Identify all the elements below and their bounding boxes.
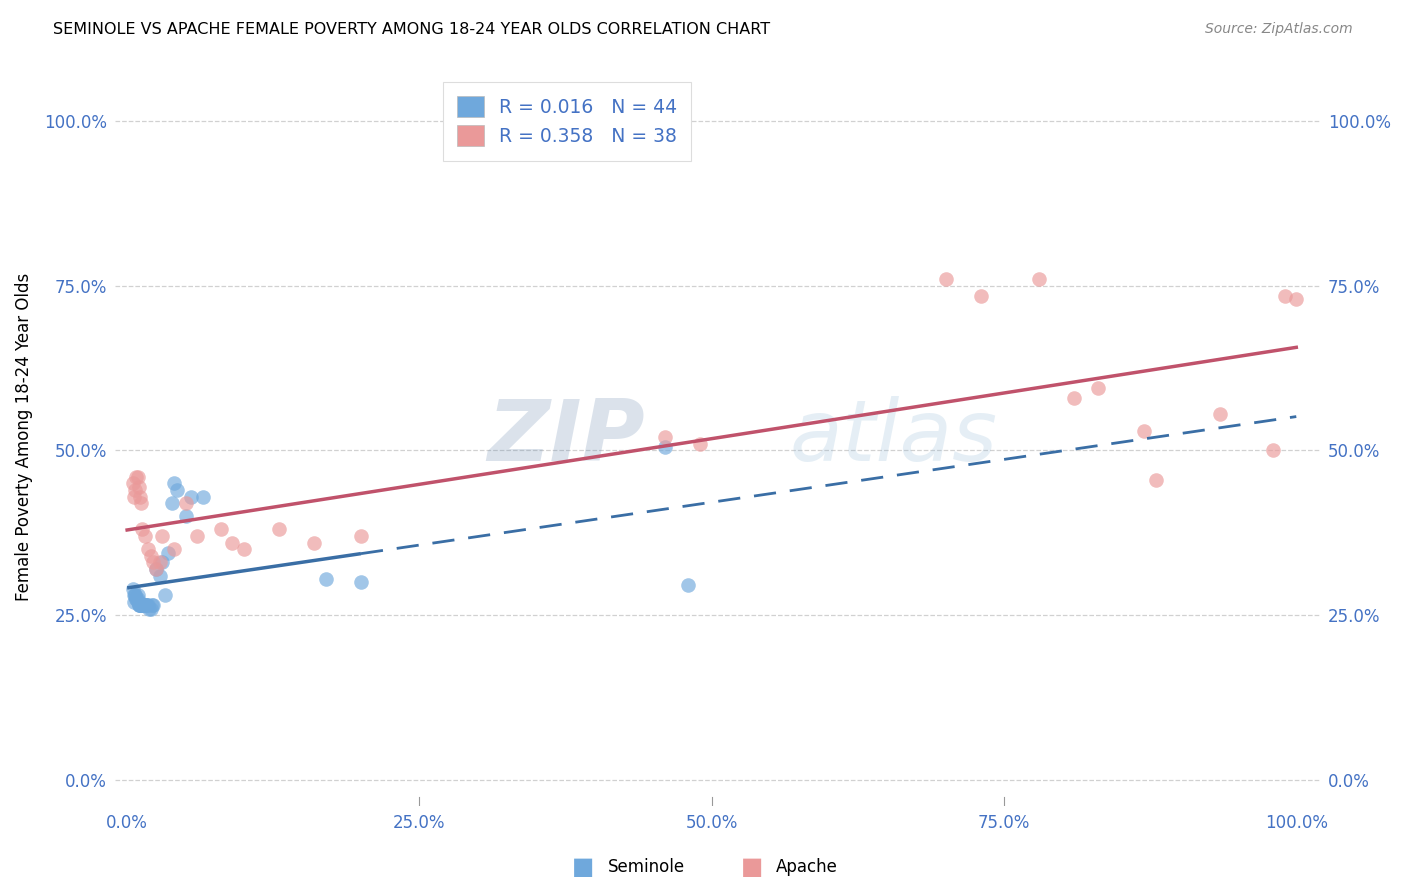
Point — [128, 595, 150, 609]
Point — [302, 535, 325, 549]
Point — [135, 598, 157, 612]
Text: Apache: Apache — [776, 858, 838, 876]
Point — [149, 556, 172, 570]
Point — [125, 591, 148, 606]
Point — [129, 598, 152, 612]
Y-axis label: Female Poverty Among 18-24 Year Olds: Female Poverty Among 18-24 Year Olds — [15, 273, 32, 601]
Point — [128, 480, 150, 494]
Text: ■: ■ — [741, 855, 763, 879]
Point — [157, 545, 180, 559]
Point — [269, 523, 291, 537]
Point — [124, 483, 146, 497]
Point — [163, 476, 186, 491]
Point — [163, 542, 186, 557]
Point — [124, 588, 146, 602]
Point — [128, 598, 150, 612]
Point — [134, 529, 156, 543]
Point — [209, 523, 232, 537]
Point — [129, 490, 152, 504]
Point — [1261, 443, 1284, 458]
Point — [1274, 289, 1296, 303]
Legend: R = 0.016   N = 44, R = 0.358   N = 38: R = 0.016 N = 44, R = 0.358 N = 38 — [443, 81, 690, 161]
Point — [127, 588, 149, 602]
Point — [221, 535, 243, 549]
Point — [131, 598, 153, 612]
Point — [122, 476, 145, 491]
Point — [935, 272, 957, 286]
Point — [125, 470, 148, 484]
Point — [122, 582, 145, 596]
Point — [678, 578, 700, 592]
Point — [124, 588, 146, 602]
Point — [136, 542, 159, 557]
Point — [689, 437, 711, 451]
Point — [160, 496, 183, 510]
Point — [150, 529, 173, 543]
Point — [122, 595, 145, 609]
Point — [136, 598, 159, 612]
Point — [315, 572, 337, 586]
Point — [233, 542, 256, 557]
Text: ZIP: ZIP — [488, 396, 645, 479]
Point — [1209, 407, 1232, 421]
Point — [174, 496, 197, 510]
Point — [122, 490, 145, 504]
Point — [127, 595, 149, 609]
Text: SEMINOLE VS APACHE FEMALE POVERTY AMONG 18-24 YEAR OLDS CORRELATION CHART: SEMINOLE VS APACHE FEMALE POVERTY AMONG … — [53, 22, 770, 37]
Point — [122, 588, 145, 602]
Point — [1133, 424, 1156, 438]
Point — [149, 568, 172, 582]
Point — [132, 598, 155, 612]
Point — [186, 529, 208, 543]
Point — [142, 556, 165, 570]
Point — [128, 598, 150, 612]
Point — [131, 523, 153, 537]
Point — [129, 598, 152, 612]
Point — [174, 509, 197, 524]
Point — [125, 591, 148, 606]
Point — [136, 598, 159, 612]
Point — [969, 289, 991, 303]
Text: Source: ZipAtlas.com: Source: ZipAtlas.com — [1205, 22, 1353, 37]
Point — [150, 556, 173, 570]
Point — [134, 598, 156, 612]
Point — [166, 483, 188, 497]
Point — [654, 430, 676, 444]
Text: ■: ■ — [572, 855, 595, 879]
Point — [129, 598, 152, 612]
Point — [135, 598, 157, 612]
Point — [142, 598, 165, 612]
Point — [129, 496, 152, 510]
Point — [350, 575, 373, 590]
Point — [145, 562, 167, 576]
Text: Seminole: Seminole — [607, 858, 685, 876]
Point — [1144, 473, 1167, 487]
Point — [1087, 381, 1109, 395]
Point — [1028, 272, 1050, 286]
Point — [350, 529, 373, 543]
Point — [127, 470, 149, 484]
Point — [129, 598, 152, 612]
Point — [139, 601, 162, 615]
Point — [153, 588, 176, 602]
Point — [191, 490, 214, 504]
Point — [145, 562, 167, 576]
Point — [131, 598, 153, 612]
Text: atlas: atlas — [790, 396, 998, 479]
Point — [139, 549, 162, 563]
Point — [1063, 391, 1085, 405]
Point — [180, 490, 202, 504]
Point — [127, 591, 149, 606]
Point — [138, 601, 160, 615]
Point — [141, 598, 163, 612]
Point — [654, 440, 676, 454]
Point — [1285, 292, 1308, 306]
